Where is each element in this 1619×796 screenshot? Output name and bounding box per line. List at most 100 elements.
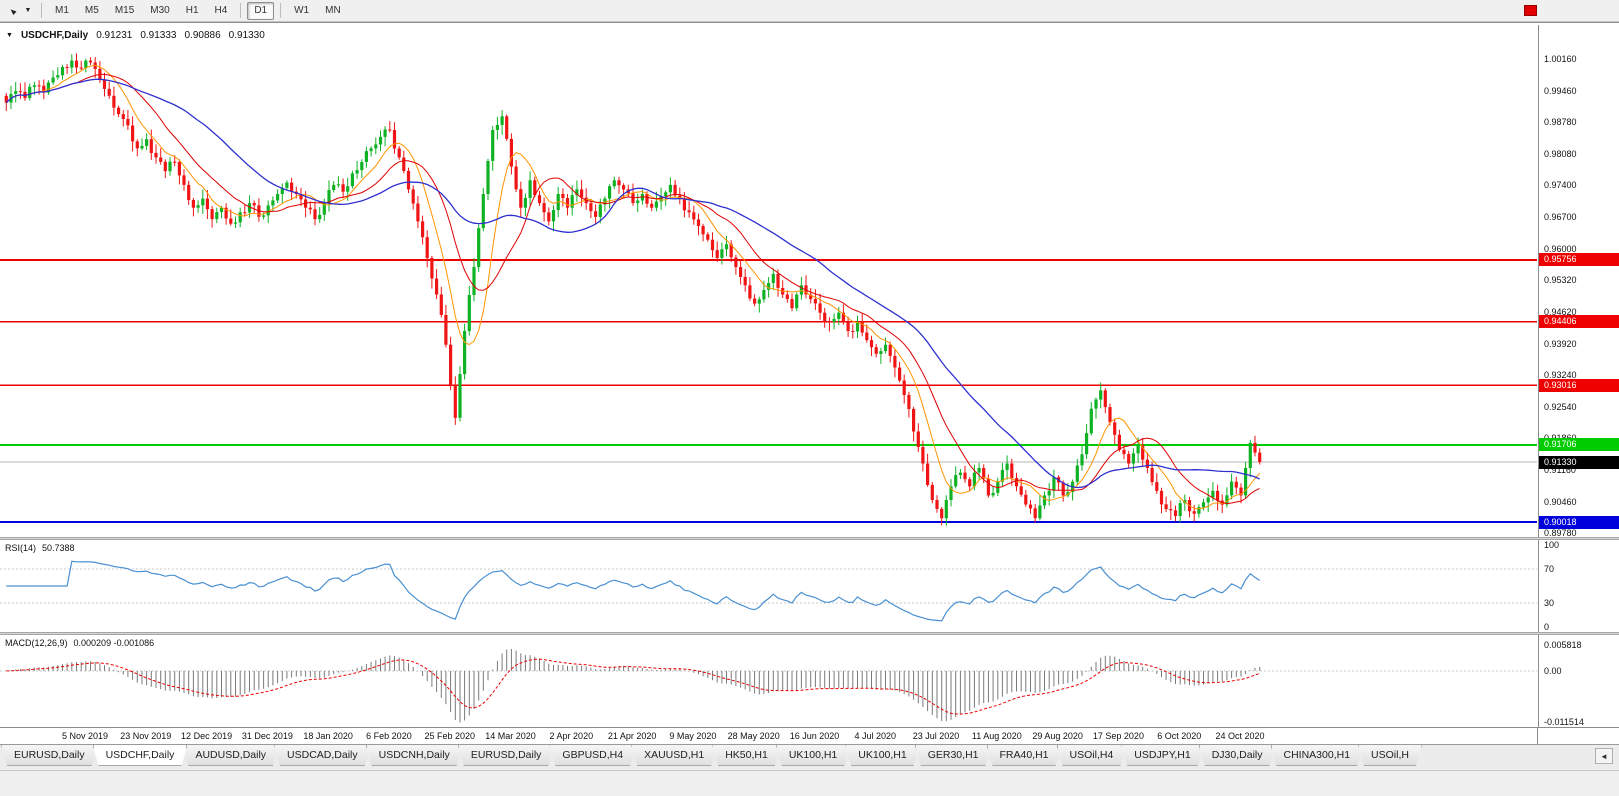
price-axis-label: 0.99460	[1544, 85, 1577, 96]
rsi-plot[interactable]	[0, 540, 1537, 632]
timeframe-h1-button[interactable]: H1	[185, 4, 199, 16]
ohlc-open: 0.91231	[96, 30, 133, 41]
toolbar-separator	[240, 3, 242, 18]
time-axis-label: 17 Sep 2020	[1092, 731, 1144, 741]
symbol-caret-icon: ▼	[6, 32, 13, 39]
rsi-axis[interactable]: 100 70 30 0	[1538, 540, 1619, 632]
time-axis-label: 16 Jun 2020	[789, 731, 840, 741]
price-axis-label: 0.98080	[1544, 148, 1577, 159]
chart-symbol: USDCHF,Daily	[20, 30, 89, 41]
moving-average-slow	[5, 78, 1260, 489]
tab-usdcnh-daily[interactable]: USDCNH,Daily	[366, 745, 463, 766]
time-axis-label: 12 Dec 2019	[181, 731, 233, 741]
ohlc-low: 0.90886	[184, 30, 221, 41]
price-axis-label: 0.96700	[1544, 211, 1577, 222]
tab-dj30-daily[interactable]: DJ30,Daily	[1199, 745, 1276, 766]
tab-china300-h1[interactable]: CHINA300,H1	[1271, 745, 1364, 766]
time-axis-label: 18 Jan 2020	[303, 731, 353, 741]
price-level-tag: 0.93016	[1539, 378, 1619, 392]
rsi-panel: 100 70 30 0 RSI(14) 50.7388	[0, 540, 1619, 632]
timeframe-h4-button[interactable]: H4	[214, 4, 228, 16]
tab-eurusd-daily[interactable]: EURUSD,Daily	[458, 745, 555, 766]
macd-axis-label: 0.005818	[1544, 639, 1582, 650]
tab-audusd-daily[interactable]: AUDUSD,Daily	[182, 745, 279, 766]
time-axis-label: 11 Aug 2020	[971, 731, 1022, 741]
moving-average-mid	[5, 73, 1260, 505]
tab-eurusd-daily[interactable]: EURUSD,Daily	[1, 745, 98, 766]
tab-usdchf-daily[interactable]: USDCHF,Daily	[93, 745, 188, 766]
price-axis-label: 0.98780	[1544, 116, 1577, 127]
price-axis-label: 0.90460	[1544, 496, 1577, 507]
macd-histogram	[10, 649, 1261, 723]
rsi-axis-label: 70	[1544, 564, 1555, 575]
cursor-arrow-icon[interactable]: ▲	[5, 3, 19, 18]
macd-value: 0.000209 -0.001086	[73, 638, 155, 648]
macd-axis[interactable]: 0.005818 0.00 -0.011514	[1538, 635, 1619, 727]
price-axis-label: 1.00160	[1544, 53, 1577, 64]
timeframe-m5-button[interactable]: M5	[84, 4, 99, 16]
timeframe-toolbar: M1 M5 M15 M30 H1 H4 D1 W1 MN	[47, 1, 349, 20]
alert-indicator-icon[interactable]	[1524, 5, 1537, 16]
time-axis-label: 9 May 2020	[669, 731, 717, 741]
current-price-tag: 0.91330	[1539, 455, 1619, 469]
tab-fra40-h1[interactable]: FRA40,H1	[987, 745, 1062, 766]
tab-uk100-h1[interactable]: UK100,H1	[845, 745, 919, 766]
timeframe-d1-button[interactable]: D1	[247, 1, 275, 20]
price-axis-label: 0.97400	[1544, 179, 1577, 190]
chart-tab-bar: EURUSD,Daily USDCHF,Daily AUDUSD,Daily USDC…	[0, 744, 1619, 770]
price-axis[interactable]: 1.00160 0.99460 0.98780 0.98080 0.97400 0.967…	[1538, 25, 1619, 537]
tab-usoil-h[interactable]: USOil,H	[1358, 745, 1422, 766]
ohlc-high: 0.91333	[140, 30, 177, 41]
timeframe-mn-button[interactable]: MN	[325, 4, 341, 16]
time-axis-label: 5 Nov 2019	[61, 731, 109, 741]
time-axis-label: 28 May 2020	[727, 731, 780, 741]
rsi-label: RSI(14) 50.7388	[5, 543, 75, 553]
timeframe-m15-button[interactable]: M15	[114, 4, 135, 16]
time-axis-label: 6 Feb 2020	[366, 731, 412, 741]
candles	[4, 53, 1262, 526]
rsi-value: 50.7388	[42, 543, 75, 553]
toolbar-separator	[280, 3, 282, 18]
chart-window: 1.00160 0.99460 0.98780 0.98080 0.97400 0.967…	[0, 22, 1619, 746]
price-axis-label: 0.95320	[1544, 274, 1577, 285]
price-chart-panel: 1.00160 0.99460 0.98780 0.98080 0.97400 0.967…	[0, 25, 1619, 537]
tab-usdjpy-h1[interactable]: USDJPY,H1	[1121, 745, 1203, 766]
time-axis-label: 21 Apr 2020	[607, 731, 657, 741]
price-level-tag: 0.95756	[1539, 253, 1619, 267]
timeframe-m1-button[interactable]: M1	[55, 4, 69, 16]
time-axis[interactable]: 5 Nov 2019 23 Nov 2019 12 Dec 2019 31 Dec 2…	[0, 727, 1619, 746]
price-axis-label: 0.89780	[1544, 527, 1577, 537]
dropdown-caret-icon[interactable]: ▼	[24, 7, 32, 14]
price-axis-label: 0.91160	[1544, 464, 1576, 475]
price-level-tag: 0.90018	[1539, 515, 1619, 529]
panel-splitter[interactable]	[0, 537, 1619, 540]
macd-axis-label: 0.00	[1544, 665, 1562, 676]
rsi-axis-label: 100	[1544, 540, 1560, 550]
panel-splitter[interactable]	[0, 632, 1619, 635]
tab-gbpusd-h4[interactable]: GBPUSD,H4	[549, 745, 636, 766]
macd-name: MACD(12,26,9)	[5, 638, 68, 648]
price-level-tag: 0.91706	[1539, 438, 1619, 452]
axis-divider	[1537, 728, 1538, 746]
status-bar	[0, 770, 1619, 796]
tab-scroll-left-icon[interactable]: ◄	[1595, 748, 1613, 764]
timeframe-m30-button[interactable]: M30	[150, 4, 170, 16]
time-axis-label: 6 Oct 2020	[1157, 731, 1202, 741]
top-toolbar: ▲ ▼ M1 M5 M15 M30 H1 H4 D1 W1 MN	[0, 0, 1619, 22]
tab-hk50-h1[interactable]: HK50,H1	[712, 745, 781, 766]
tab-ger30-h1[interactable]: GER30,H1	[915, 745, 992, 766]
rsi-axis-label: 30	[1544, 597, 1555, 608]
tab-uk100-h1[interactable]: UK100,H1	[776, 745, 850, 766]
candlestick-plot[interactable]	[0, 25, 1537, 537]
rsi-line	[6, 560, 1261, 622]
tab-xauusd-h1[interactable]: XAUUSD,H1	[631, 745, 717, 766]
tab-usdcad-daily[interactable]: USDCAD,Daily	[274, 745, 371, 766]
timeframe-w1-button[interactable]: W1	[294, 4, 310, 16]
chart-title: ▼ USDCHF,Daily 0.91231 0.91333 0.90886 0…	[6, 30, 265, 41]
tab-usoil-h4[interactable]: USOil,H4	[1057, 745, 1127, 766]
time-axis-label: 23 Nov 2019	[120, 731, 172, 741]
macd-plot[interactable]	[0, 635, 1537, 727]
price-axis-label: 0.93240	[1544, 369, 1577, 380]
time-axis-label: 25 Feb 2020	[424, 731, 476, 741]
